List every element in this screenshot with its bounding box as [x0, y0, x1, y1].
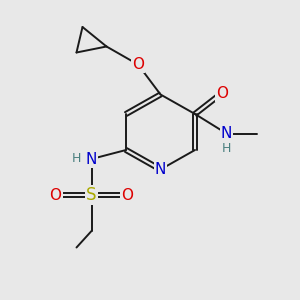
Text: H: H: [72, 152, 81, 166]
Text: O: O: [216, 85, 228, 100]
Text: S: S: [86, 186, 97, 204]
Text: H: H: [222, 142, 231, 155]
Text: N: N: [221, 126, 232, 141]
Text: O: O: [122, 188, 134, 202]
Text: N: N: [86, 152, 97, 166]
Text: O: O: [50, 188, 61, 202]
Text: N: N: [155, 162, 166, 177]
Text: O: O: [132, 57, 144, 72]
